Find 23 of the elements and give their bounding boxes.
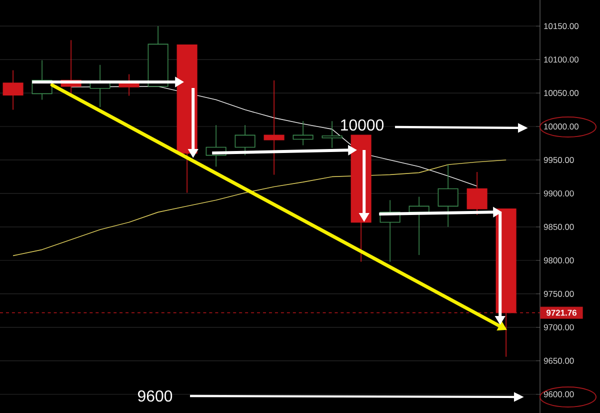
annotation: 9600 [138, 390, 172, 402]
candlestick [2, 70, 24, 110]
ref-line-label: 9721.76 [546, 310, 577, 316]
y-tick-label: 9700.00 [544, 324, 574, 330]
candlestick [264, 80, 284, 176]
candlestick [322, 120, 342, 148]
candlestick [466, 172, 488, 216]
candlestick [292, 120, 314, 146]
candlestick [234, 124, 256, 156]
annotation: 10000 [341, 119, 384, 131]
y-tick-label: 10000.00 [544, 124, 579, 130]
y-tick-label: 9600.00 [544, 391, 574, 398]
y-tick-label: 9750.00 [544, 290, 574, 297]
y-tick-label: 10050.00 [544, 90, 579, 96]
line-series [12, 160, 506, 256]
candlestick [438, 164, 458, 228]
y-tick-label: 9650.00 [544, 358, 574, 364]
y-tick-label: 10100.00 [544, 56, 579, 63]
y-tick-label: 9850.00 [544, 224, 574, 230]
y-tick-label: 9950.00 [544, 156, 574, 163]
y-tick-label: 10150.00 [544, 23, 579, 30]
y-tick-label: 9800.00 [544, 257, 574, 264]
y-tick-label: 9900.00 [544, 190, 574, 196]
